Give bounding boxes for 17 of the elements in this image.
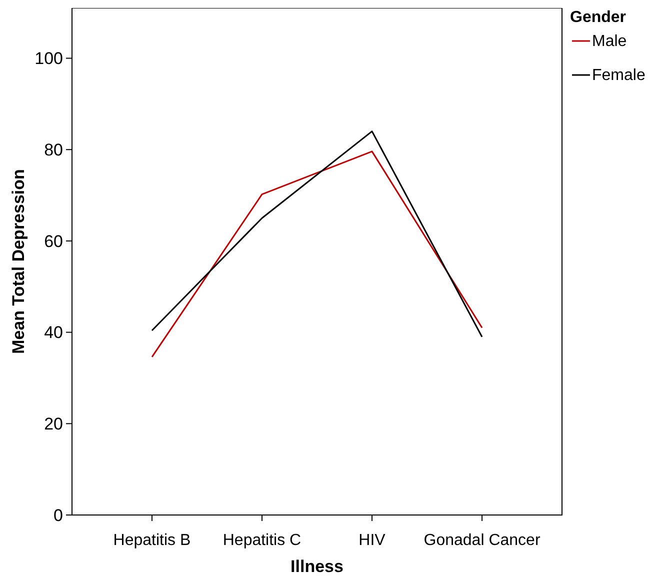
- x-tick-label: Hepatitis B: [113, 532, 191, 549]
- x-tick-label: Gonadal Cancer: [424, 532, 541, 549]
- y-tick-label: 20: [44, 414, 63, 434]
- y-tick-label: 0: [54, 506, 63, 525]
- legend-label: Female: [592, 67, 646, 84]
- x-tick-label: HIV: [358, 532, 386, 549]
- legend-title: Gender: [570, 9, 626, 26]
- y-tick-label: 100: [34, 49, 63, 68]
- x-tick-label: Hepatitis C: [222, 532, 302, 549]
- x-axis-title: Illness: [290, 557, 344, 576]
- line-series: [151, 130, 483, 338]
- y-tick-label: 80: [44, 140, 63, 160]
- y-tick-label: 60: [44, 232, 63, 251]
- legend-label: Male: [592, 33, 627, 50]
- line-series: [151, 150, 483, 358]
- y-axis-title: Mean Total Depression: [9, 169, 28, 354]
- y-tick-label: 40: [44, 323, 63, 342]
